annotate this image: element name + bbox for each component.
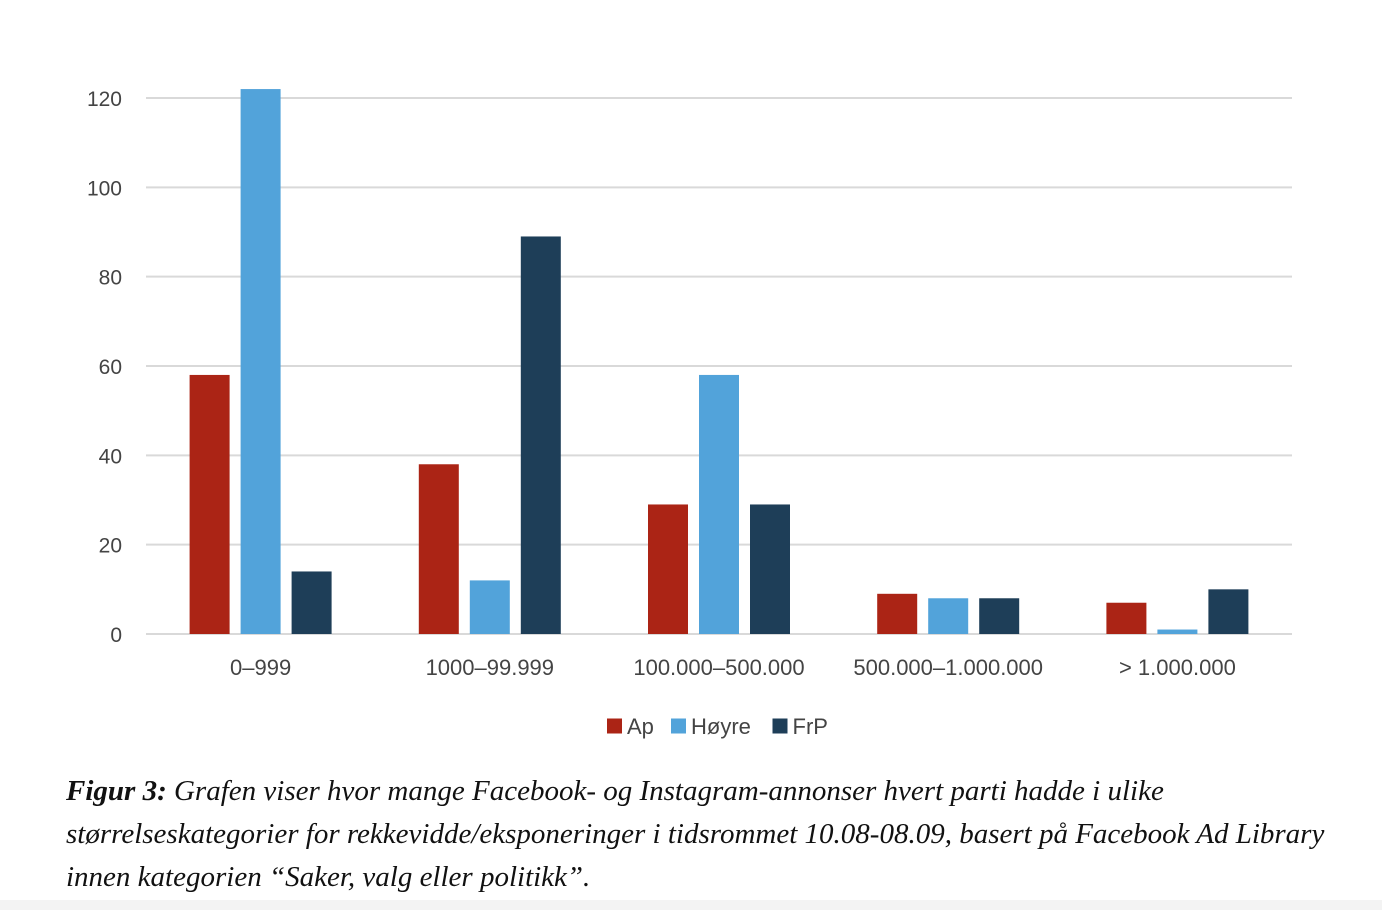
bar-frp-3	[979, 598, 1020, 634]
x-axis-labels: 0–999 1000–99.999 100.000–500.000 500.000–1…	[230, 655, 1236, 680]
legend-swatch	[671, 718, 686, 734]
chart-legend: Ap Høyre FrP	[607, 714, 828, 739]
y-axis-ticks: 0 20 40 60 80 100 120	[87, 88, 122, 647]
y-tick-label: 60	[99, 356, 122, 379]
legend-swatch	[772, 718, 788, 734]
y-tick-label: 0	[110, 624, 122, 647]
bar-frp-1	[520, 236, 561, 634]
legend-label: FrP	[793, 714, 828, 739]
chart-bars	[189, 89, 1249, 635]
x-category-label: > 1.000.000	[1119, 655, 1236, 680]
bar-ap-2	[648, 504, 688, 634]
figure-caption: Figur 3: Grafen viser hvor mange Faceboo…	[66, 770, 1326, 899]
bar-h-yre-4	[1157, 629, 1198, 634]
caption-text: Grafen viser hvor mange Facebook- og Ins…	[66, 775, 1325, 893]
bar-frp-0	[291, 571, 332, 634]
bar-ap-1	[418, 464, 459, 634]
bar-frp-2	[750, 504, 790, 634]
y-tick-label: 100	[87, 177, 122, 200]
caption-label: Figur 3:	[66, 775, 167, 807]
legend-swatch	[607, 718, 622, 734]
bar-chart: 0 20 40 60 80 100 120 0–999 1000–99.999 100.000–…	[87, 88, 1292, 739]
y-tick-label: 40	[99, 445, 122, 468]
y-tick-label: 20	[99, 535, 122, 558]
bar-h-yre-3	[928, 598, 969, 634]
x-category-label: 100.000–500.000	[633, 655, 804, 680]
legend-label: Høyre	[691, 714, 751, 739]
bar-ap-3	[877, 593, 918, 634]
x-category-label: 1000–99.999	[426, 655, 554, 680]
bar-h-yre-1	[469, 580, 510, 634]
bottom-edge	[0, 900, 1382, 910]
bar-h-yre-2	[699, 374, 739, 634]
bar-ap-4	[1106, 602, 1147, 634]
x-category-label: 500.000–1.000.000	[853, 655, 1043, 680]
bar-h-yre-0	[240, 89, 281, 635]
bar-ap-0	[189, 374, 230, 634]
x-category-label: 0–999	[230, 655, 291, 680]
legend-label: Ap	[627, 714, 654, 739]
bar-frp-4	[1208, 589, 1249, 634]
y-tick-label: 120	[87, 88, 122, 111]
y-tick-label: 80	[99, 267, 122, 290]
